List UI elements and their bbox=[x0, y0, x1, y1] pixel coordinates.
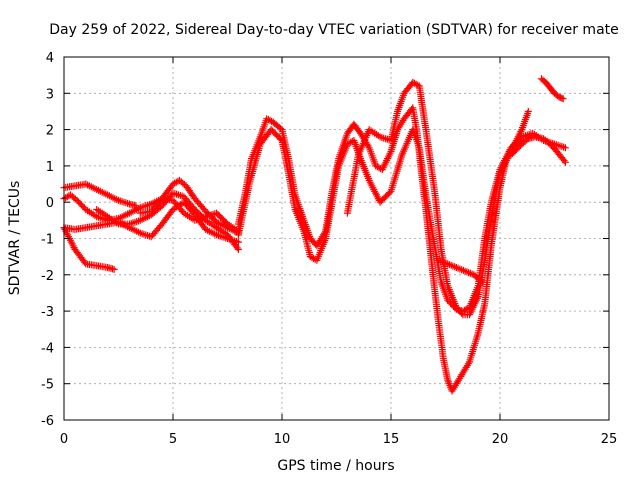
series-s8 bbox=[234, 126, 569, 315]
series-s10 bbox=[435, 256, 487, 286]
data-point bbox=[110, 265, 118, 273]
y-tick-label: -1 bbox=[41, 233, 54, 248]
data-point bbox=[477, 277, 485, 285]
data-point bbox=[561, 144, 569, 152]
data-point bbox=[444, 260, 452, 268]
data-point bbox=[463, 268, 471, 276]
data-point bbox=[479, 278, 487, 286]
data-point bbox=[560, 143, 568, 151]
data-point bbox=[561, 158, 569, 166]
data-point bbox=[233, 244, 241, 252]
data-point bbox=[435, 256, 443, 264]
data-point bbox=[458, 309, 466, 317]
y-tick-label: -2 bbox=[41, 269, 54, 284]
data-point bbox=[440, 259, 448, 266]
series-s5 bbox=[93, 189, 242, 253]
y-tick-label: -5 bbox=[41, 378, 54, 393]
series-s12 bbox=[507, 133, 569, 166]
x-tick-label: 20 bbox=[492, 432, 509, 447]
y-tick-label: 1 bbox=[46, 160, 54, 175]
data-point bbox=[524, 107, 532, 115]
y-axis-title: SDTVAR / TECUs bbox=[7, 181, 23, 296]
x-tick-label: 5 bbox=[169, 432, 177, 447]
x-tick-label: 10 bbox=[274, 432, 291, 447]
series-s11 bbox=[537, 75, 567, 103]
y-tick-label: -4 bbox=[41, 341, 54, 356]
data-point bbox=[451, 263, 459, 271]
chart-title: Day 259 of 2022, Sidereal Day-to-day VTE… bbox=[49, 22, 619, 38]
y-tick-label: 2 bbox=[46, 124, 54, 139]
series-s4 bbox=[60, 198, 242, 246]
data-point bbox=[452, 264, 460, 271]
data-point bbox=[466, 269, 474, 277]
data-point bbox=[437, 257, 445, 265]
x-tick-label: 0 bbox=[60, 432, 68, 447]
data-point bbox=[456, 265, 464, 273]
data-point bbox=[412, 80, 420, 88]
y-tick-label: 0 bbox=[46, 196, 54, 211]
axis-ticks: 0 5 10 15 20 25 -6 -5 -4 -3 -2 -1 0 1 2 3 4 bbox=[41, 51, 617, 447]
y-tick-label: 4 bbox=[46, 51, 54, 66]
data-point bbox=[459, 266, 467, 274]
x-tick-label: 25 bbox=[601, 432, 618, 447]
data-point bbox=[234, 245, 242, 253]
data-point bbox=[560, 157, 568, 165]
data-marks bbox=[60, 75, 569, 395]
data-point bbox=[559, 95, 567, 103]
x-axis-title: GPS time / hours bbox=[277, 458, 394, 474]
data-point bbox=[447, 261, 455, 269]
series-s6 bbox=[136, 176, 242, 237]
y-tick-label: 3 bbox=[46, 87, 54, 102]
y-tick-label: -3 bbox=[41, 305, 54, 320]
x-tick-label: 15 bbox=[383, 432, 400, 447]
series-s9 bbox=[343, 78, 532, 319]
data-point bbox=[234, 238, 242, 246]
y-tick-label: -6 bbox=[41, 414, 54, 429]
